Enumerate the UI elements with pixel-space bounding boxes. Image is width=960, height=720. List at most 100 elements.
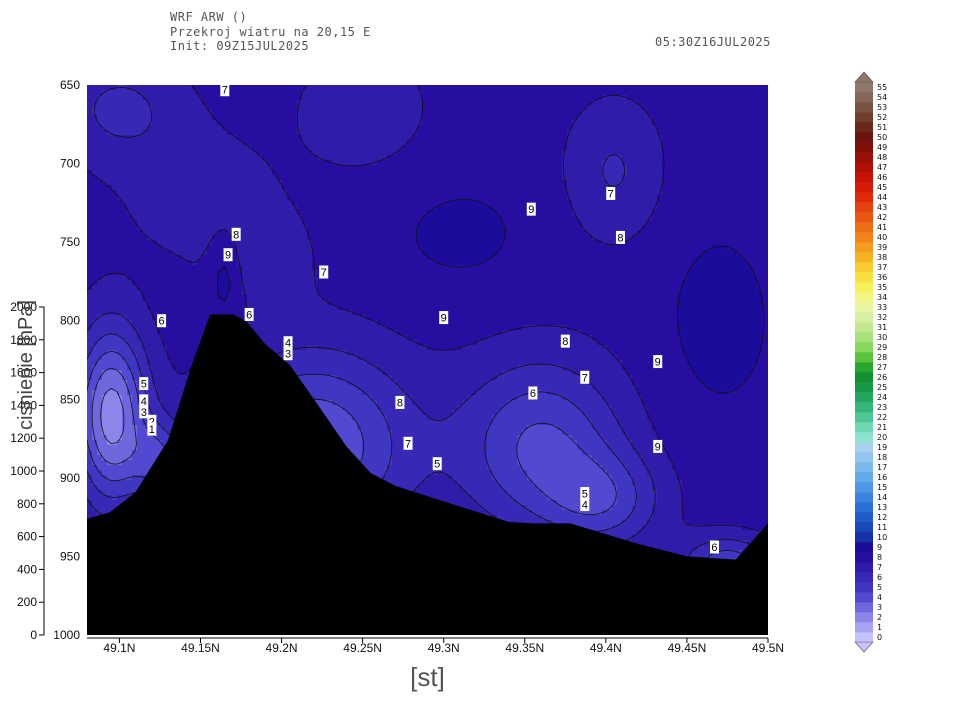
field-cell [242, 195, 248, 201]
field-cell [452, 245, 458, 251]
field-cell [362, 190, 368, 196]
field-cell [597, 240, 603, 246]
field-cell [592, 170, 598, 176]
field-cell [612, 215, 618, 221]
field-cell [687, 135, 693, 141]
field-cell [307, 85, 313, 91]
field-cell [227, 170, 233, 176]
field-cell [537, 115, 543, 121]
field-cell [412, 220, 418, 226]
field-cell [427, 195, 433, 201]
field-cell [157, 105, 163, 111]
field-cell [447, 230, 453, 236]
field-cell [642, 130, 648, 136]
field-cell [552, 215, 558, 221]
field-cell [397, 150, 403, 156]
field-cell [512, 135, 518, 141]
field-cell [647, 170, 653, 176]
field-cell [297, 220, 303, 226]
field-cell [242, 210, 248, 216]
field-cell [542, 205, 548, 211]
field-cell [507, 215, 513, 221]
field-cell [362, 165, 368, 171]
field-cell [572, 255, 578, 261]
field-cell [112, 105, 118, 111]
field-cell [367, 185, 373, 191]
field-cell [392, 120, 398, 126]
field-cell [237, 255, 243, 261]
field-cell [367, 150, 373, 156]
field-cell [547, 150, 553, 156]
field-cell [197, 185, 203, 191]
field-cell [657, 170, 663, 176]
field-cell [697, 240, 703, 246]
field-cell [677, 110, 683, 116]
field-cell [412, 115, 418, 121]
field-cell [332, 130, 338, 136]
field-cell [142, 120, 148, 126]
field-cell [652, 130, 658, 136]
field-cell [637, 195, 643, 201]
field-cell [672, 105, 678, 111]
field-cell [437, 115, 443, 121]
field-cell [447, 260, 453, 266]
field-cell [352, 165, 358, 171]
field-cell [557, 170, 563, 176]
field-cell [267, 85, 273, 91]
field-cell [292, 160, 298, 166]
field-cell [497, 160, 503, 166]
field-cell [297, 115, 303, 121]
field-cell [767, 205, 768, 211]
field-cell [627, 255, 633, 261]
field-cell [287, 210, 293, 216]
field-cell [537, 245, 543, 251]
field-cell [627, 185, 633, 191]
field-cell [127, 120, 133, 126]
field-cell [632, 95, 638, 101]
field-cell [327, 180, 333, 186]
field-cell [172, 100, 178, 106]
field-cell [147, 110, 153, 116]
field-cell [432, 150, 438, 156]
field-cell [307, 170, 313, 176]
field-cell [122, 165, 128, 171]
field-cell [597, 245, 603, 251]
field-cell [327, 100, 333, 106]
field-cell [217, 100, 223, 106]
field-cell [147, 250, 153, 256]
field-cell [562, 170, 568, 176]
field-cell [282, 160, 288, 166]
field-cell [332, 85, 338, 91]
field-cell [317, 185, 323, 191]
field-cell [262, 150, 268, 156]
field-cell [297, 265, 303, 271]
field-cell [677, 105, 683, 111]
field-cell [92, 95, 98, 101]
field-cell [567, 195, 573, 201]
field-cell [292, 155, 298, 161]
field-cell [687, 170, 693, 176]
field-cell [142, 155, 148, 161]
field-cell [452, 225, 458, 231]
field-cell [357, 180, 363, 186]
field-cell [282, 225, 288, 231]
field-cell [342, 205, 348, 211]
field-cell [477, 180, 483, 186]
field-cell [317, 90, 323, 96]
field-cell [292, 215, 298, 221]
field-cell [162, 245, 168, 251]
field-cell [632, 90, 638, 96]
field-cell [87, 200, 93, 206]
field-cell [717, 150, 723, 156]
field-cell [447, 245, 453, 251]
field-cell [302, 215, 308, 221]
field-cell [187, 110, 193, 116]
field-cell [442, 215, 448, 221]
field-cell [312, 240, 318, 246]
field-cell [567, 235, 573, 241]
field-cell [722, 85, 728, 91]
field-cell [372, 150, 378, 156]
field-cell [642, 90, 648, 96]
field-cell [512, 200, 518, 206]
field-cell [472, 130, 478, 136]
